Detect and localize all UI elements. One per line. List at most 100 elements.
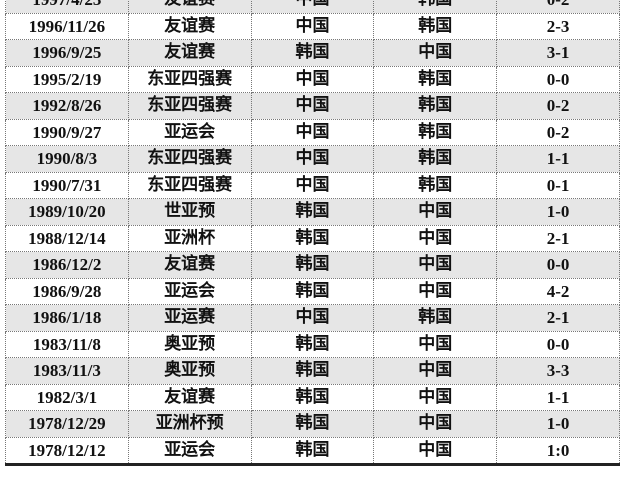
away-team-cell: 韩国 bbox=[373, 171, 498, 199]
competition-cell: 奥亚预 bbox=[127, 357, 252, 385]
away-team-cell: 中国 bbox=[373, 39, 498, 67]
date-cell: 1978/12/29 bbox=[5, 410, 129, 438]
home-team-cell: 中国 bbox=[250, 145, 375, 173]
table-row: 1986/9/28 亚运会 韩国 中国 4-2 bbox=[5, 277, 620, 305]
competition-cell: 友谊赛 bbox=[127, 383, 252, 411]
score-cell: 0-2 bbox=[496, 0, 620, 14]
score-cell: 0-0 bbox=[496, 330, 620, 358]
score-cell: 1-1 bbox=[496, 145, 620, 173]
score-cell: 1-1 bbox=[496, 383, 620, 411]
date-cell: 1990/9/27 bbox=[5, 118, 129, 146]
date-cell: 1990/8/3 bbox=[5, 145, 129, 173]
away-team-cell: 韩国 bbox=[373, 12, 498, 40]
away-team-cell: 中国 bbox=[373, 410, 498, 438]
table-row: 1978/12/12 亚运会 韩国 中国 1:0 bbox=[5, 436, 620, 465]
away-team-cell: 中国 bbox=[373, 198, 498, 226]
score-cell: 0-0 bbox=[496, 65, 620, 93]
competition-cell: 东亚四强赛 bbox=[127, 65, 252, 93]
date-cell: 1982/3/1 bbox=[5, 383, 129, 411]
score-cell: 0-1 bbox=[496, 171, 620, 199]
date-cell: 1990/7/31 bbox=[5, 171, 129, 199]
away-team-cell: 中国 bbox=[373, 224, 498, 252]
away-team-cell: 中国 bbox=[373, 330, 498, 358]
away-team-cell: 韩国 bbox=[373, 304, 498, 332]
table-row: 1996/9/25 友谊赛 韩国 中国 3-1 bbox=[5, 39, 620, 67]
date-cell: 1996/11/26 bbox=[5, 12, 129, 40]
away-team-cell: 中国 bbox=[373, 251, 498, 279]
table-row: 1992/8/26 东亚四强赛 中国 韩国 0-2 bbox=[5, 92, 620, 120]
score-cell: 0-2 bbox=[496, 118, 620, 146]
home-team-cell: 中国 bbox=[250, 12, 375, 40]
table-row: 1997/4/23友谊赛中国韩国0-2 bbox=[5, 0, 620, 14]
away-team-cell: 韩国 bbox=[373, 0, 498, 14]
date-cell: 1986/12/2 bbox=[5, 251, 129, 279]
score-cell: 2-1 bbox=[496, 224, 620, 252]
score-cell: 4-2 bbox=[496, 277, 620, 305]
table-row: 1978/12/29 亚洲杯预 韩国 中国 1-0 bbox=[5, 410, 620, 438]
home-team-cell: 韩国 bbox=[250, 383, 375, 411]
date-cell: 1983/11/8 bbox=[5, 330, 129, 358]
home-team-cell: 中国 bbox=[250, 118, 375, 146]
home-team-cell: 中国 bbox=[250, 0, 375, 14]
table-row: 1995/2/19 东亚四强赛 中国 韩国 0-0 bbox=[5, 65, 620, 93]
away-team-cell: 韩国 bbox=[373, 92, 498, 120]
date-cell: 1989/10/20 bbox=[5, 198, 129, 226]
competition-cell: 友谊赛 bbox=[127, 39, 252, 67]
away-team-cell: 中国 bbox=[373, 436, 498, 465]
away-team-cell: 中国 bbox=[373, 357, 498, 385]
home-team-cell: 中国 bbox=[250, 65, 375, 93]
away-team-cell: 韩国 bbox=[373, 65, 498, 93]
table-row: 1983/11/8 奥亚预 韩国 中国 0-0 bbox=[5, 330, 620, 358]
competition-cell: 亚洲杯 bbox=[127, 224, 252, 252]
competition-cell: 东亚四强赛 bbox=[127, 92, 252, 120]
away-team-cell: 中国 bbox=[373, 383, 498, 411]
home-team-cell: 韩国 bbox=[250, 357, 375, 385]
table-row: 1989/10/20 世亚预 韩国 中国 1-0 bbox=[5, 198, 620, 226]
date-cell: 1978/12/12 bbox=[5, 436, 129, 465]
table-row: 1983/11/3 奥亚预 韩国 中国 3-3 bbox=[5, 357, 620, 385]
away-team-cell: 韩国 bbox=[373, 118, 498, 146]
home-team-cell: 中国 bbox=[250, 92, 375, 120]
score-cell: 1:0 bbox=[496, 436, 620, 465]
competition-cell: 东亚四强赛 bbox=[127, 145, 252, 173]
home-team-cell: 韩国 bbox=[250, 198, 375, 226]
home-team-cell: 韩国 bbox=[250, 436, 375, 465]
table-row: 1990/9/27 亚运会 中国 韩国 0-2 bbox=[5, 118, 620, 146]
date-cell: 1983/11/3 bbox=[5, 357, 129, 385]
score-cell: 3-3 bbox=[496, 357, 620, 385]
table-row: 1990/7/31 东亚四强赛 中国 韩国 0-1 bbox=[5, 171, 620, 199]
score-cell: 1-0 bbox=[496, 410, 620, 438]
date-cell: 1992/8/26 bbox=[5, 92, 129, 120]
table-row: 1990/8/3 东亚四强赛 中国 韩国 1-1 bbox=[5, 145, 620, 173]
date-cell: 1986/9/28 bbox=[5, 277, 129, 305]
away-team-cell: 韩国 bbox=[373, 145, 498, 173]
table-row: 1996/11/26 友谊赛 中国 韩国 2-3 bbox=[5, 12, 620, 40]
date-cell: 1986/1/18 bbox=[5, 304, 129, 332]
score-cell: 0-0 bbox=[496, 251, 620, 279]
date-cell: 1988/12/14 bbox=[5, 224, 129, 252]
score-cell: 0-2 bbox=[496, 92, 620, 120]
date-cell: 1996/9/25 bbox=[5, 39, 129, 67]
away-team-cell: 中国 bbox=[373, 277, 498, 305]
competition-cell: 友谊赛 bbox=[127, 12, 252, 40]
competition-cell: 亚运会 bbox=[127, 436, 252, 465]
date-cell: 1995/2/19 bbox=[5, 65, 129, 93]
home-team-cell: 韩国 bbox=[250, 330, 375, 358]
home-team-cell: 韩国 bbox=[250, 410, 375, 438]
competition-cell: 友谊赛 bbox=[127, 0, 252, 14]
competition-cell: 亚运会 bbox=[127, 277, 252, 305]
score-cell: 2-3 bbox=[496, 12, 620, 40]
table-row: 1986/1/18 亚运赛 中国 韩国 2-1 bbox=[5, 304, 620, 332]
score-cell: 1-0 bbox=[496, 198, 620, 226]
home-team-cell: 韩国 bbox=[250, 277, 375, 305]
competition-cell: 亚运会 bbox=[127, 118, 252, 146]
table-row: 1988/12/14 亚洲杯 韩国 中国 2-1 bbox=[5, 224, 620, 252]
competition-cell: 亚洲杯预 bbox=[127, 410, 252, 438]
score-cell: 2-1 bbox=[496, 304, 620, 332]
match-results-table: 1997/4/23友谊赛中国韩国0-21996/11/26友谊赛中国韩国2-31… bbox=[5, 0, 620, 466]
competition-cell: 世亚预 bbox=[127, 198, 252, 226]
competition-cell: 奥亚预 bbox=[127, 330, 252, 358]
table-row: 1982/3/1 友谊赛 韩国 中国 1-1 bbox=[5, 383, 620, 411]
table-row: 1986/12/2 友谊赛 韩国 中国 0-0 bbox=[5, 251, 620, 279]
competition-cell: 友谊赛 bbox=[127, 251, 252, 279]
